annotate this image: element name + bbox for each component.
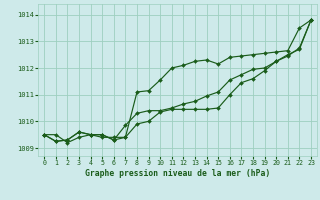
X-axis label: Graphe pression niveau de la mer (hPa): Graphe pression niveau de la mer (hPa) bbox=[85, 169, 270, 178]
